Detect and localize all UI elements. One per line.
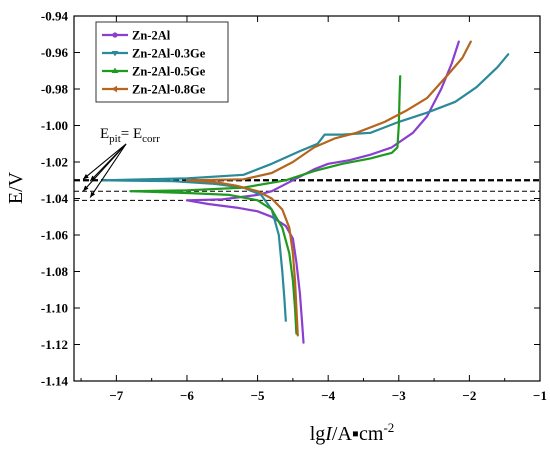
x-tick-label: −6 <box>180 388 194 403</box>
y-tick-label: -1.00 <box>41 118 68 133</box>
y-tick-label: -1.04 <box>41 191 69 206</box>
legend-label: Zn-2Al-0.3Ge <box>132 47 206 61</box>
annotation-part-4: corr <box>142 133 160 145</box>
series-2-cathodic-line <box>101 179 287 322</box>
annotation-arrow-3 <box>82 143 127 192</box>
x-tick-label: −4 <box>321 388 335 403</box>
annotation-arrowhead-4 <box>90 191 96 198</box>
legend-item-4: Zn-2Al-0.8Ge <box>102 83 206 97</box>
series-1-cathodic-line <box>185 199 305 344</box>
x-tick-label: −7 <box>109 388 123 403</box>
series-2-anodic-line <box>101 53 510 182</box>
ticks: −7 −6 −5 −4 −3 −2 −1 -0.94 -0.96 -0.98 -1.00 -1.02 -… <box>41 9 547 404</box>
x-axis-title-italic: I <box>324 423 333 445</box>
x-axis-title-prefix: lg <box>310 423 326 445</box>
annotation-part-2: pit <box>109 133 121 145</box>
series-2 <box>101 53 510 322</box>
legend-label: Zn-2Al-0.5Ge <box>132 65 206 79</box>
series-4-anodic-line <box>185 40 472 182</box>
series-layer <box>101 40 510 344</box>
legend-item-3: Zn-2Al-0.5Ge <box>102 65 206 79</box>
y-tick-label: -1.10 <box>41 301 68 316</box>
y-tick-label: -1.12 <box>41 337 68 352</box>
legend-marker <box>111 85 118 93</box>
series-3 <box>129 75 402 335</box>
series-3-cathodic-line <box>129 190 298 335</box>
legend-label: Zn-2Al-0.8Ge <box>132 83 206 97</box>
series-4-cathodic-line <box>185 179 299 337</box>
annotation: Epit= Ecorr <box>82 126 160 198</box>
series-3-anodic-line <box>129 75 402 193</box>
legend-marker <box>111 67 119 74</box>
x-tick-label: −3 <box>392 388 406 403</box>
y-tick-label: -0.96 <box>41 45 69 60</box>
y-tick-label: -0.94 <box>41 9 69 24</box>
annotation-part-3: = E <box>121 126 142 142</box>
legend-item-1: Zn-2Al <box>102 29 171 43</box>
annotation-arrow-4 <box>89 143 127 198</box>
x-tick-label: −1 <box>533 388 547 403</box>
y-axis-title: E/V <box>5 171 27 204</box>
annotation-label: Epit= Ecorr <box>100 126 160 145</box>
x-tick-label: −2 <box>462 388 476 403</box>
y-tick-label: -0.98 <box>41 82 69 97</box>
series-4 <box>185 40 472 337</box>
annotation-arrow-1 <box>82 143 127 180</box>
annotation-arrowhead-2 <box>90 175 96 182</box>
legend-marker <box>112 32 118 38</box>
x-axis-title-suffix: /A▪cm <box>332 423 384 445</box>
legend-marker <box>111 50 119 57</box>
x-tick-label: −5 <box>251 388 265 403</box>
legend: Zn-2Al Zn-2Al-0.3Ge Zn-2Al-0.5Ge Zn-2Al-0.8… <box>95 21 229 103</box>
legend-item-2: Zn-2Al-0.3Ge <box>102 47 206 61</box>
x-axis-title: lgI/A▪cm-2 <box>310 420 395 445</box>
x-axis-title-sup: -2 <box>383 420 394 435</box>
legend-label: Zn-2Al <box>132 29 171 43</box>
annotation-arrowhead-3 <box>83 185 89 192</box>
y-tick-label: -1.06 <box>41 228 69 243</box>
annotation-arrowhead-1 <box>83 174 89 180</box>
y-tick-label: -1.08 <box>41 264 69 279</box>
annotation-part-1: E <box>100 126 109 142</box>
y-tick-label: -1.02 <box>41 155 68 170</box>
y-tick-label: -1.14 <box>41 374 69 389</box>
